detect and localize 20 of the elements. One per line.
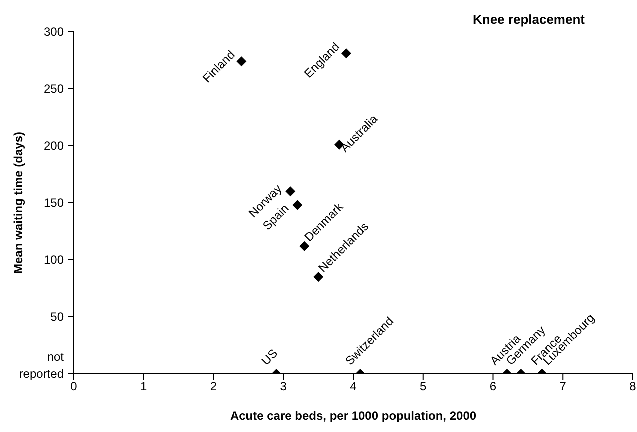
x-axis-title: Acute care beds, per 1000 population, 2000 — [230, 409, 477, 423]
y-tick-label: 100 — [44, 253, 64, 267]
y-tick-label: 50 — [50, 310, 64, 324]
y-tick-label: 300 — [44, 25, 64, 39]
x-tick-label: 1 — [140, 380, 148, 394]
x-tick-label: 6 — [490, 380, 497, 394]
x-tick-label: 4 — [350, 380, 358, 394]
x-tick-label: 0 — [70, 380, 78, 394]
y-tick-label: 200 — [44, 139, 64, 153]
chart-title: Knee replacement — [473, 12, 586, 27]
x-tick-label: 7 — [560, 380, 567, 394]
y-axis-title: Mean waiting time (days) — [11, 132, 26, 274]
annotation: US — [258, 346, 281, 368]
x-tick-label: 3 — [280, 380, 288, 394]
x-tick-label: 5 — [420, 380, 428, 394]
y-tick-label: 150 — [44, 196, 64, 210]
y-tick-label: 250 — [44, 82, 64, 96]
x-tick-label: 8 — [630, 380, 637, 394]
y-tick-label: not reported — [19, 350, 65, 381]
x-tick-label: 2 — [210, 380, 218, 394]
